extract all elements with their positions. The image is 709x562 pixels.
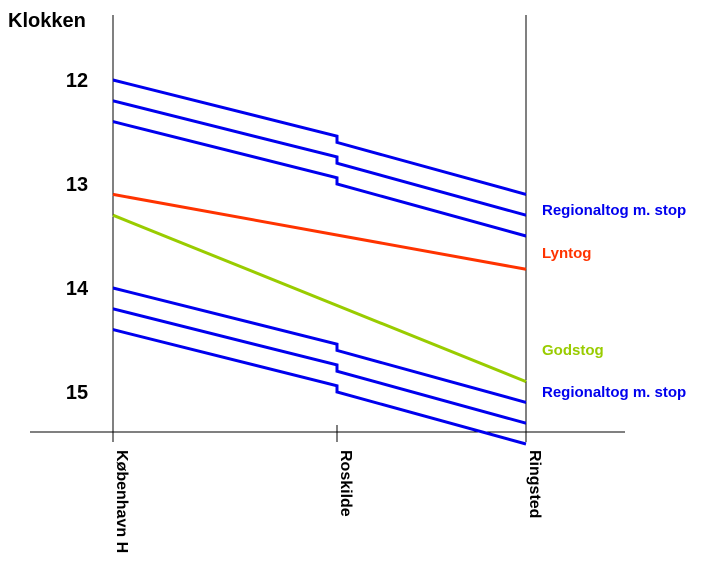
y-axis-title: Klokken: [8, 10, 86, 32]
label-layer: 12 13 14 15 København H Roskilde Ringsted Regio…: [66, 70, 686, 553]
series-label: Regionaltog m. stop: [542, 202, 686, 219]
train-line: [112, 286, 527, 404]
series-layer: [112, 78, 527, 446]
series-label: Godstog: [542, 342, 604, 359]
y-tick-label: 12: [66, 70, 88, 92]
train-line: [112, 78, 527, 196]
train-line: [112, 328, 527, 446]
y-tick-label: 13: [66, 174, 88, 196]
x-station-label: Ringsted: [526, 450, 543, 518]
series-label: Regionaltog m. stop: [542, 384, 686, 401]
train-line: [112, 99, 527, 217]
train-line: [112, 120, 527, 238]
series-label: Lyntog: [542, 245, 591, 262]
train-line: [112, 192, 527, 271]
train-line: [112, 213, 527, 383]
y-tick-label: 14: [66, 278, 89, 300]
x-station-label: Roskilde: [337, 450, 354, 517]
train-line: [112, 307, 527, 425]
x-station-label: København H: [113, 450, 130, 553]
y-tick-label: 15: [66, 382, 88, 404]
